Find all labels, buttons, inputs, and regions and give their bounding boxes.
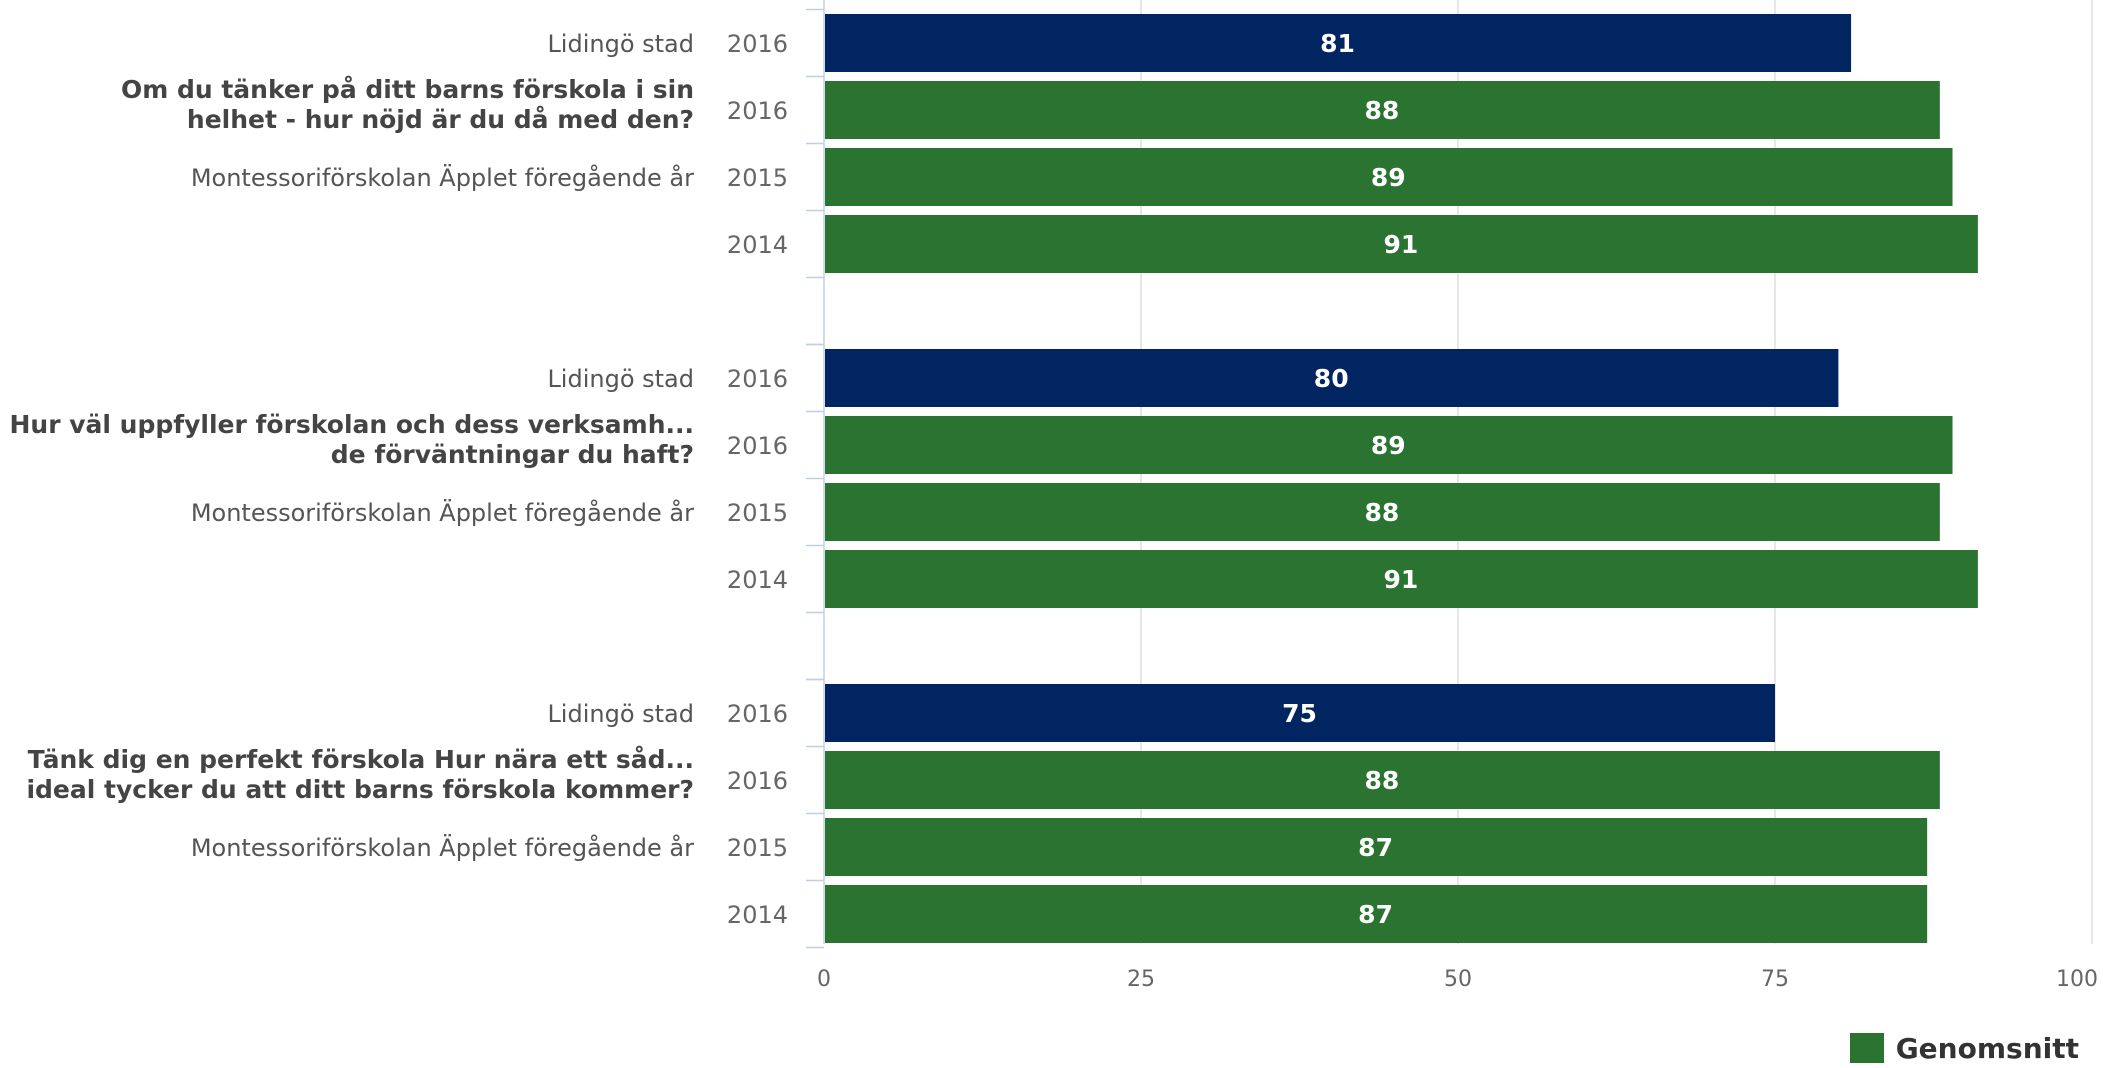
bar[interactable] [825, 483, 1940, 541]
year-label: 2014 [727, 231, 788, 259]
bar[interactable] [825, 215, 1978, 273]
year-label: 2016 [727, 700, 788, 728]
bar[interactable] [825, 684, 1775, 742]
question-label: helhet - hur nöjd är du då med den? [187, 105, 694, 134]
question-label: Hur väl uppfyller förskolan och dess ver… [9, 410, 694, 439]
data-label: 88 [1365, 498, 1400, 527]
data-label: 88 [1365, 96, 1400, 125]
year-label: 2016 [727, 432, 788, 460]
bar[interactable] [825, 818, 1928, 876]
year-label: 2016 [727, 365, 788, 393]
data-label: 89 [1371, 431, 1406, 460]
legend-swatch [1849, 1033, 1884, 1063]
year-label: 2014 [727, 901, 788, 929]
year-label: 2015 [727, 164, 788, 192]
bar[interactable] [825, 550, 1978, 608]
question-label: ideal tycker du att ditt barns förskola … [26, 775, 694, 804]
year-label: 2016 [727, 97, 788, 125]
legend[interactable]: Genomsnitt [1849, 1028, 2079, 1068]
year-label: 2016 [727, 767, 788, 795]
bar[interactable] [825, 751, 1940, 809]
category-label: Lidingö stad [547, 700, 694, 728]
data-label: 81 [1320, 29, 1355, 58]
year-label: 2015 [727, 499, 788, 527]
data-label: 89 [1371, 163, 1406, 192]
category-label: Lidingö stad [547, 30, 694, 58]
bar[interactable] [825, 416, 1953, 474]
data-label: 91 [1384, 230, 1419, 259]
year-label: 2015 [727, 834, 788, 862]
data-label: 87 [1358, 900, 1393, 929]
bar[interactable] [825, 14, 1852, 72]
x-tick-label: 75 [1761, 967, 1789, 992]
category-label: Lidingö stad [547, 365, 694, 393]
category-label: Montessoriförskolan Äpplet föregående år [191, 498, 694, 527]
question-label: Om du tänker på ditt barns förskola i si… [121, 75, 694, 104]
data-label: 88 [1365, 766, 1400, 795]
question-label: Tänk dig en perfekt förskola Hur nära et… [28, 745, 694, 774]
category-label: Montessoriförskolan Äpplet föregående år [191, 163, 694, 192]
x-tick-label: 25 [1127, 967, 1155, 992]
year-label: 2016 [727, 30, 788, 58]
data-label: 91 [1384, 565, 1419, 594]
x-tick-label: 50 [1444, 967, 1472, 992]
legend-label: Genomsnitt [1895, 1031, 2079, 1065]
bar[interactable] [825, 148, 1953, 206]
year-label: 2014 [727, 566, 788, 594]
question-label: de förväntningar du haft? [331, 440, 694, 469]
data-label: 80 [1314, 364, 1349, 393]
bar[interactable] [825, 349, 1839, 407]
x-tick-label: 0 [817, 967, 831, 992]
x-tick-label: 100 [2056, 967, 2098, 992]
bar[interactable] [825, 885, 1928, 943]
category-label: Montessoriförskolan Äpplet föregående år [191, 833, 694, 862]
data-label: 87 [1358, 833, 1393, 862]
data-label: 75 [1282, 699, 1317, 728]
bar[interactable] [825, 81, 1940, 139]
